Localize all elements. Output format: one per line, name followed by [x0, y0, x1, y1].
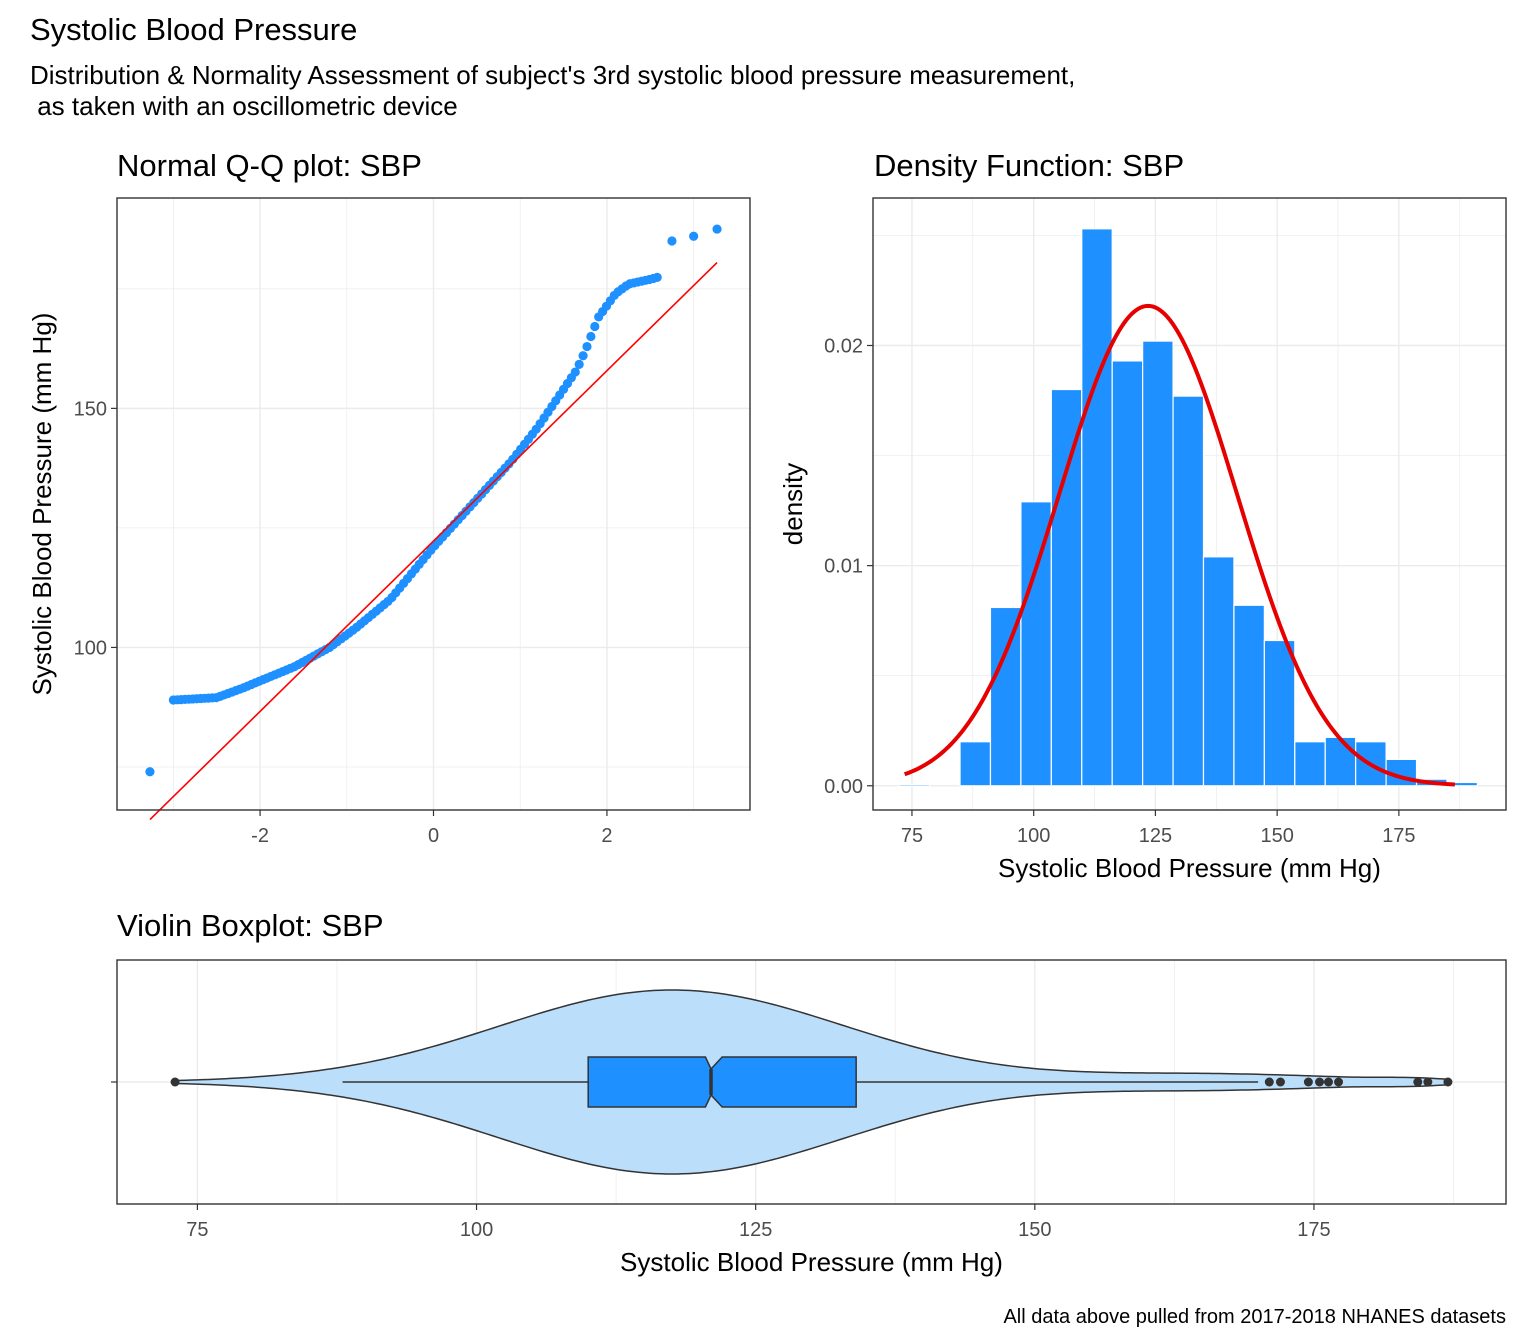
page-title: Systolic Blood Pressure	[30, 12, 358, 47]
qq-y-axis-title: Systolic Blood Pressure (mm Hg)	[27, 313, 57, 696]
histogram-bar	[1324, 736, 1357, 787]
density-y-axis-title: density	[778, 463, 808, 545]
histogram-bar	[1020, 501, 1052, 787]
histogram-bar	[1142, 340, 1174, 787]
qq-y-tick-label: 150	[74, 398, 107, 420]
violin-plot-title: Violin Boxplot: SBP	[117, 908, 384, 943]
density-plot-title: Density Function: SBP	[874, 148, 1185, 183]
violin-x-tick-label: 175	[1297, 1219, 1330, 1241]
histogram-bar	[1263, 639, 1296, 787]
density-x-tick-label: 175	[1382, 825, 1415, 847]
density-x-axis-title: Systolic Blood Pressure (mm Hg)	[998, 853, 1381, 883]
qq-x-tick-label: -2	[251, 825, 269, 847]
notched-box	[587, 1056, 857, 1108]
histogram-bar	[1111, 360, 1144, 787]
qq-point	[689, 231, 699, 241]
density-x-tick-label: 75	[901, 825, 923, 847]
outlier-point	[1423, 1077, 1433, 1087]
qq-plot-panel: -2 0 2 100 150 Systolic Blood Pressure (mm Hg…	[27, 197, 751, 847]
qq-point	[578, 351, 588, 361]
qq-point	[652, 272, 662, 282]
histogram-bar	[1172, 395, 1205, 787]
violin-plot-panel: 75 100 125 150 175 Systolic Blood Pressure (m…	[111, 959, 1507, 1277]
qq-y-tick-label: 100	[74, 637, 107, 659]
density-y-tick-label: 0.01	[824, 556, 863, 578]
normal-density-curve	[903, 303, 1455, 787]
violin-x-tick-label: 75	[186, 1219, 208, 1241]
qq-point	[570, 367, 580, 377]
density-panel-border	[872, 197, 1507, 811]
violin-x-tick-label: 100	[460, 1219, 493, 1241]
qq-x-tick-label: 2	[601, 825, 612, 847]
subtitle-line-1: Distribution & Normality Assessment of s…	[30, 60, 1076, 90]
caption: All data above pulled from 2017-2018 NHA…	[1003, 1306, 1506, 1328]
violin-x-axis-title: Systolic Blood Pressure (mm Hg)	[620, 1247, 1003, 1277]
histogram-bar	[959, 741, 992, 787]
density-x-tick-label: 150	[1260, 825, 1293, 847]
outlier-point	[1275, 1077, 1285, 1087]
violin-x-tick-label: 150	[1018, 1219, 1051, 1241]
density-x-tick-label: 100	[1017, 825, 1050, 847]
histogram-bar	[898, 784, 931, 787]
histogram-bar	[1202, 556, 1235, 787]
violin-x-tick-label: 125	[739, 1219, 772, 1241]
histogram-bar	[989, 606, 1022, 787]
density-y-tick-label: 0.02	[824, 335, 863, 357]
qq-point	[712, 224, 722, 234]
histogram-bar	[1081, 228, 1113, 787]
qq-point	[574, 359, 584, 369]
outlier-point	[1303, 1077, 1313, 1087]
histogram-bar	[1233, 604, 1265, 787]
qq-plot-title: Normal Q-Q plot: SBP	[117, 148, 422, 183]
outlier-point	[1323, 1077, 1333, 1087]
density-x-tick-label: 125	[1139, 825, 1172, 847]
page-subtitle: Distribution & Normality Assessment of s…	[30, 60, 1075, 122]
qq-point	[582, 341, 592, 352]
histogram-bar	[1050, 388, 1083, 787]
outlier-point	[1443, 1077, 1453, 1087]
outlier-point	[1264, 1077, 1274, 1087]
density-plot-panel: 75 100 125 150 175 0.00 0.01 0.02 Systolic Blood…	[778, 197, 1507, 883]
qq-point	[586, 331, 596, 342]
subtitle-line-2: as taken with an oscillometric device	[30, 91, 458, 121]
qq-reference-line	[149, 261, 718, 821]
qq-point	[145, 767, 155, 777]
outlier-point	[1413, 1077, 1423, 1087]
qq-point	[590, 321, 600, 332]
histogram-bar	[1294, 741, 1326, 787]
outlier-point	[1334, 1077, 1344, 1087]
qq-x-tick-label: 0	[428, 825, 439, 847]
qq-point	[667, 236, 677, 246]
outlier-point	[170, 1077, 180, 1087]
outlier-point	[1315, 1077, 1325, 1087]
density-y-tick-label: 0.00	[824, 776, 863, 798]
